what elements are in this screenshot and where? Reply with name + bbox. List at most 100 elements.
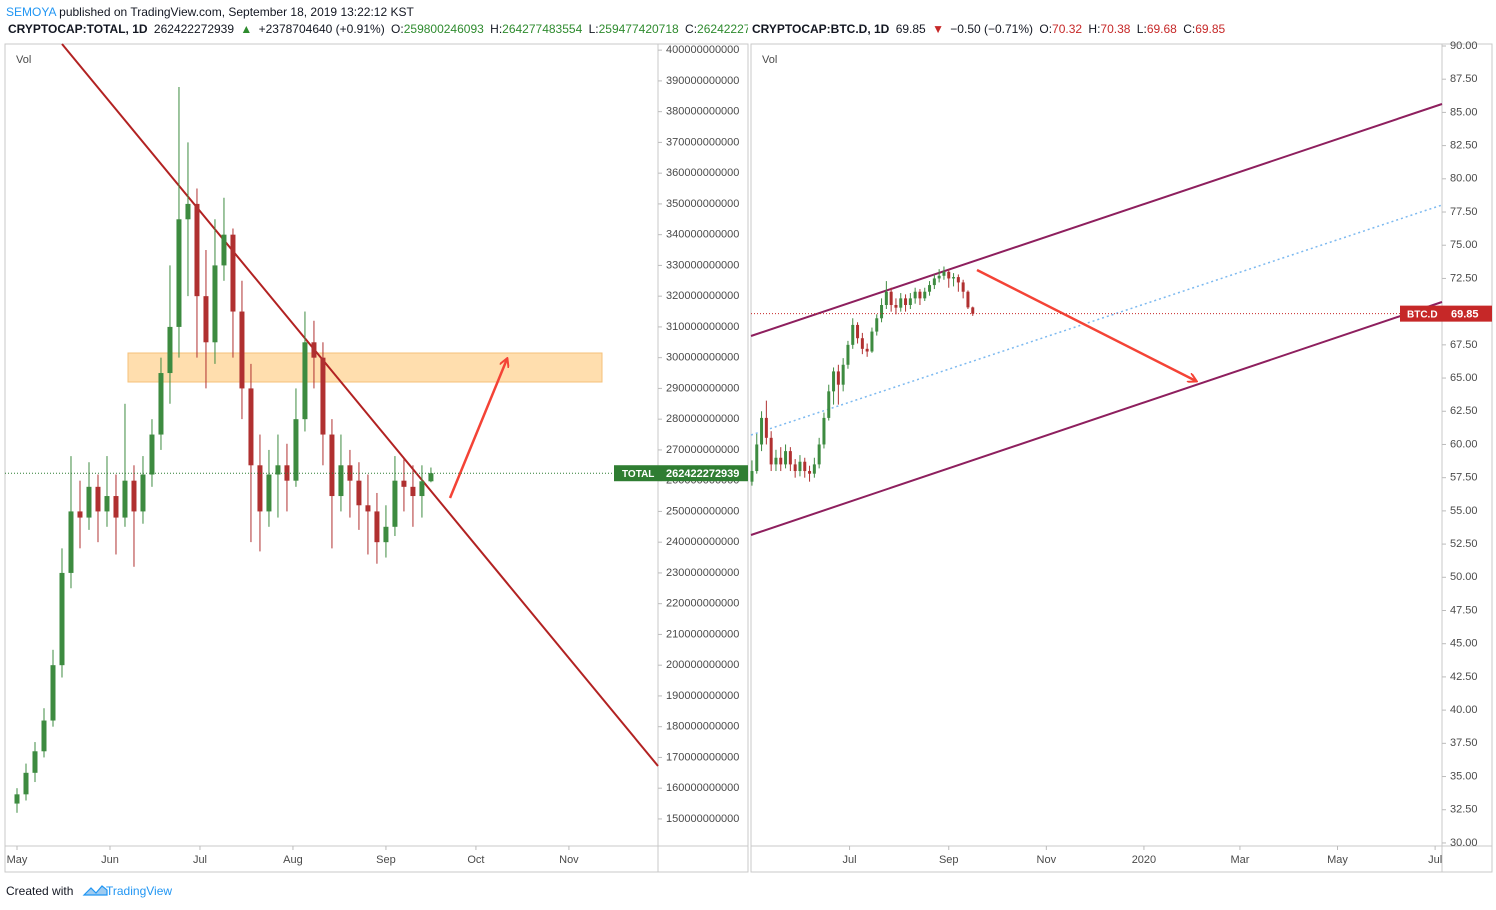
channel-lower (750, 301, 1443, 536)
y-tick-label: 30.00 (1450, 837, 1478, 849)
y-tick-label: 57.50 (1450, 472, 1478, 484)
last-price: 262422272939 (153, 22, 235, 36)
candle-body (212, 265, 218, 343)
y-tick-label: 240000000000 (666, 536, 739, 548)
candle-body (923, 291, 927, 299)
candle-body (356, 480, 362, 506)
candle-body (779, 457, 783, 465)
open: 259800246093 (403, 22, 484, 36)
y-tick-label: 80.00 (1450, 173, 1478, 185)
y-tick-label: 42.50 (1450, 671, 1478, 683)
y-tick-label: 35.00 (1450, 770, 1478, 782)
x-tick-label: Jul (193, 854, 207, 866)
candle-body (846, 344, 850, 365)
candle-body (122, 480, 128, 518)
candle-body (203, 296, 209, 343)
y-tick-label: 330000000000 (666, 259, 739, 271)
candle-body (803, 461, 807, 472)
candle-body (248, 388, 254, 466)
candle-body (311, 342, 317, 358)
x-tick-label: Sep (939, 854, 959, 866)
right-panel-frame (750, 43, 1493, 873)
candle-body (856, 324, 860, 339)
down-triangle: ▼ (932, 22, 944, 36)
candle-body (302, 342, 308, 420)
symbol: CRYPTOCAP:TOTAL, 1D (8, 22, 148, 36)
candle-body (194, 203, 200, 297)
candle-body (185, 203, 191, 220)
channel-mid (750, 204, 1443, 436)
candle-body (383, 526, 389, 543)
y-tick-label: 200000000000 (666, 659, 739, 671)
candle-body (23, 772, 29, 795)
x-tick-label: Aug (283, 854, 303, 866)
open: 70.32 (1052, 22, 1083, 36)
candle-body (875, 318, 879, 332)
x-tick-label: 2020 (1132, 854, 1156, 866)
channel-upper (750, 103, 1443, 337)
candle-body (841, 364, 845, 385)
candle-body (899, 298, 903, 308)
candle-body (832, 371, 836, 392)
right-header: CRYPTOCAP:BTC.D, 1D 69.85 ▼ −0.50 (−0.71… (752, 22, 1492, 36)
candle-body (167, 326, 173, 374)
y-tick-label: 210000000000 (666, 628, 739, 640)
candle-body (401, 480, 407, 487)
close: 69.85 (1195, 22, 1226, 36)
y-tick-label: 75.00 (1450, 239, 1478, 251)
ohlc-label: C: (1183, 22, 1196, 36)
candle-body (77, 511, 83, 518)
y-tick-label: 40.00 (1450, 704, 1478, 716)
y-tick-label: 180000000000 (666, 721, 739, 733)
y-tick-label: 360000000000 (666, 167, 739, 179)
y-tick-label: 77.50 (1450, 206, 1478, 218)
candle-body (760, 417, 764, 445)
candle-body (851, 324, 855, 345)
arrow-down (976, 268, 1196, 381)
y-tick-label: 60.00 (1450, 438, 1478, 450)
price-tag-value: 262422272939 (666, 468, 739, 480)
candle-body (149, 434, 155, 475)
candle-body (860, 338, 864, 349)
candle-body (793, 464, 797, 472)
arrow-up (448, 359, 507, 499)
y-tick-label: 37.50 (1450, 737, 1478, 749)
candle-body (50, 665, 56, 721)
candle-body (68, 511, 74, 573)
candle-body (428, 473, 434, 482)
candle-body (86, 486, 92, 518)
y-tick-label: 250000000000 (666, 505, 739, 517)
candle-body (904, 298, 908, 306)
y-tick-label: 280000000000 (666, 413, 739, 425)
candle-body (113, 496, 119, 518)
candle-body (836, 371, 840, 385)
x-tick-label: Jul (1428, 854, 1442, 866)
candle-body (812, 464, 816, 474)
candle-body (971, 307, 975, 314)
y-tick-label: 55.00 (1450, 505, 1478, 517)
y-tick-label: 340000000000 (666, 229, 739, 241)
candle-body (952, 277, 956, 279)
y-tick-label: 85.00 (1450, 106, 1478, 118)
ohlc-label: O: (1039, 22, 1053, 36)
candle-body (158, 373, 164, 435)
high: 70.38 (1100, 22, 1131, 36)
candle-body (320, 357, 326, 435)
author: SEMOYA (6, 5, 56, 19)
y-tick-label: 310000000000 (666, 321, 739, 333)
candle-body (870, 331, 874, 352)
y-tick-label: 170000000000 (666, 751, 739, 763)
up-triangle: ▲ (240, 22, 253, 36)
candle-body (932, 278, 936, 286)
candle-body (32, 751, 38, 773)
x-tick-label: Jun (101, 854, 119, 866)
resistance-zone (127, 352, 603, 383)
y-tick-label: 45.00 (1450, 638, 1478, 650)
y-tick-label: 87.50 (1450, 73, 1478, 85)
price-tag-name: BTC.D (1407, 309, 1438, 320)
candle-body (140, 474, 146, 512)
y-tick-label: 62.50 (1450, 405, 1478, 417)
change: −0.50 (−0.71%) (950, 22, 1034, 36)
x-tick-label: Sep (376, 854, 396, 866)
candle-body (865, 348, 869, 352)
